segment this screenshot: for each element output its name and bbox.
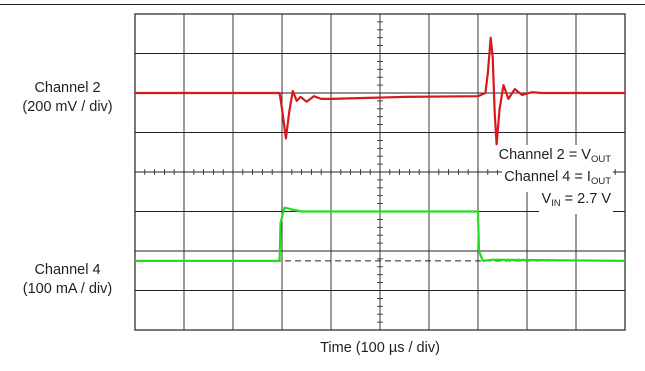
trace-channel-2 <box>135 36 625 146</box>
annotation-channel-4-text: Channel 4 = I <box>504 169 591 185</box>
annotation-channel-4-sub: OUT <box>590 176 611 187</box>
annotation-vin-sub: IN <box>551 198 561 209</box>
x-axis-label: Time (100 µs / div) <box>320 340 440 356</box>
plot-frame <box>134 13 626 331</box>
annotation-channel-4: Channel 4 = IOUT <box>502 167 613 192</box>
annotation-vin-text: V <box>541 191 552 207</box>
trace-channel-4 <box>135 206 626 262</box>
channel-4-label: Channel 4 <box>34 262 101 278</box>
channel-2-label: Channel 2 <box>34 80 101 96</box>
channel-4-scale: (100 mA / div) <box>22 281 113 297</box>
annotation-channel-2-sub: OUT <box>590 154 611 165</box>
annotation-vin: VIN = 2.7 V <box>539 189 613 214</box>
top-rule <box>0 4 645 5</box>
channel-2-label-block: Channel 2 (200 mV / div) <box>0 79 135 117</box>
annotation-channel-2: Channel 2 = VOUT <box>496 145 613 170</box>
channel-4-label-block: Channel 4 (100 mA / div) <box>0 261 135 299</box>
channel-2-scale: (200 mV / div) <box>22 99 113 115</box>
annotation-vin-suffix: = 2.7 V <box>560 191 611 207</box>
annotation-channel-2-text: Channel 2 = V <box>498 147 591 163</box>
